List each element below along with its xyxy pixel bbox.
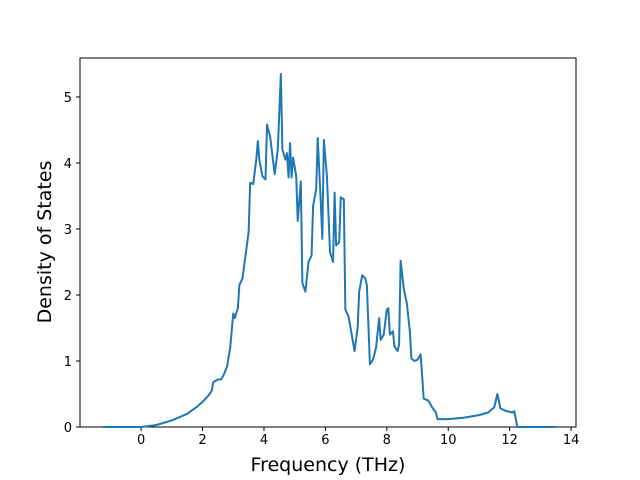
y-tick-label: 4 [64, 157, 72, 172]
x-tick-label: 14 [563, 433, 580, 448]
y-tick-label: 1 [64, 355, 72, 370]
y-axis-title: Density of States [34, 161, 56, 324]
x-tick-label: 8 [383, 433, 391, 448]
x-tick-label: 4 [260, 433, 268, 448]
x-axis-title: Frequency (THz) [251, 454, 406, 476]
x-tick-label: 12 [501, 433, 518, 448]
x-tick-label: 6 [321, 433, 329, 448]
y-tick-label: 2 [64, 289, 72, 304]
x-tick-label: 0 [137, 433, 145, 448]
y-tick-label: 5 [64, 91, 72, 106]
dos-line [102, 72, 556, 428]
x-tick-label: 10 [440, 433, 457, 448]
y-tick-label: 0 [64, 421, 72, 436]
plot-frame [79, 57, 577, 428]
x-tick-label: 2 [198, 433, 206, 448]
y-tick-label: 3 [64, 223, 72, 238]
